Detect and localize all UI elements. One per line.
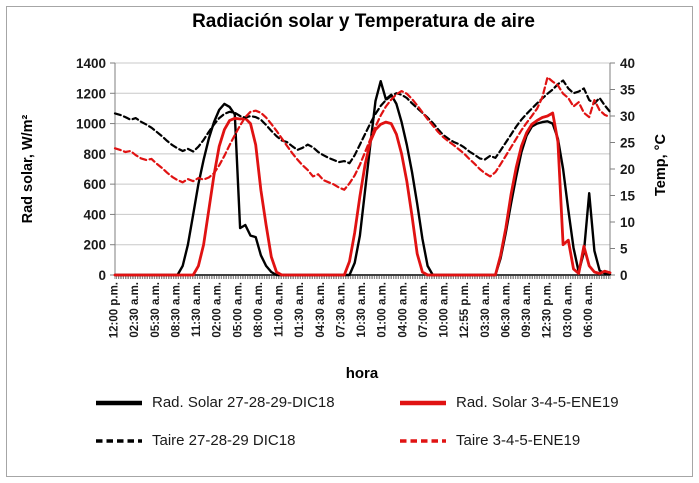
legend-line-swatch [96,400,142,405]
x-axis-tick-label: 01:00 a.m. [377,282,389,338]
x-axis-tick-label: 04:00 a.m. [397,282,409,338]
x-axis-tick-label: 07:30 a.m. [335,282,347,338]
y-axis-left-tick-label: 1200 [76,86,106,101]
series-line-2 [113,79,612,165]
chart-title: Radiación solar y Temperatura de aire [192,11,535,32]
x-axis-tick-label: 12:55 p.m. [459,282,471,338]
y-axis-right-tick-label: 25 [620,136,636,151]
x-axis-tick-label: 12:00 p.m. [109,282,121,338]
x-axis-tick-label: 11:30 a.m. [191,282,203,337]
legend-label: Rad. Solar 3-4-5-ENE19 [456,394,619,411]
y-axis-left-tick-label: 400 [83,207,106,222]
legend-item-rad-solar-dic18: Rad. Solar 27-28-29-DIC18 [95,394,335,411]
y-axis-right-title: Temp, °C [653,134,669,196]
y-axis-left-tick-label: 200 [83,238,106,253]
x-axis-tick-label: 11:00 a.m. [274,282,286,337]
x-axis-tick-label: 05:00 a.m. [232,282,244,338]
x-axis-tick-label: 03:30 a.m. [480,282,492,338]
legend-item-taire-dic18: Taire 27-28-29 DIC18 [95,432,295,449]
legend-label: Taire 3-4-5-ENE19 [456,432,581,449]
y-axis-left-tick-label: 1400 [76,56,106,71]
x-axis-tick-label: 12:30 p.m. [542,282,554,338]
legend-item-rad-solar-ene19: Rad. Solar 3-4-5-ENE19 [399,394,619,411]
legend-line-swatch [400,400,446,405]
x-axis-tick-label: 07:00 a.m. [418,282,430,338]
x-axis-tick-label: 05:30 a.m. [150,282,162,338]
x-axis-tick-label: 10:00 a.m. [439,282,451,338]
x-axis-tick-label: 03:00 a.m. [562,282,574,338]
x-axis-tick-label: 02:00 a.m. [212,282,224,338]
y-axis-right-tick-label: 0 [620,268,628,283]
legend-label: Taire 27-28-29 DIC18 [152,432,296,449]
x-axis-tick-label: 02:30 a.m. [129,282,141,338]
series-line-1 [113,111,612,277]
y-axis-right-tick-label: 35 [620,83,636,98]
x-axis-tick-label: 08:00 a.m. [253,282,265,338]
legend-item-taire-ene19: Taire 3-4-5-ENE19 [399,432,580,449]
legend-line-swatch [400,438,446,443]
y-axis-right-tick-label: 30 [620,109,635,124]
y-axis-left-tick-label: 0 [98,268,106,283]
y-axis-right-tick-label: 15 [620,189,636,204]
x-axis-tick-label: 04:30 a.m. [315,282,327,338]
y-axis-left-tick-label: 600 [83,177,106,192]
y-axis-left-tick-label: 1000 [76,117,106,132]
series-line-3 [113,76,612,191]
y-axis-right-tick-label: 5 [620,242,628,257]
figure-border [6,6,693,477]
x-axis-tick-label: 06:30 a.m. [500,282,512,338]
x-axis-tick-label: 06:00 a.m. [583,282,595,338]
y-axis-left-title: Rad solar, W/m² [20,114,36,223]
x-axis-title: hora [346,365,379,382]
legend-label: Rad. Solar 27-28-29-DIC18 [152,394,335,411]
y-axis-left-tick-label: 800 [83,147,106,162]
x-axis-tick-label: 08:30 a.m. [170,282,182,338]
y-axis-right-tick-label: 10 [620,215,635,230]
legend-line-swatch [96,438,142,443]
x-axis-tick-label: 10:30 a.m. [356,282,368,338]
x-axis-tick-label: 01:30 a.m. [294,282,306,338]
y-axis-right-tick-label: 20 [620,162,635,177]
y-axis-right-tick-label: 40 [620,56,635,71]
x-axis-tick-label: 09:30 a.m. [521,282,533,338]
